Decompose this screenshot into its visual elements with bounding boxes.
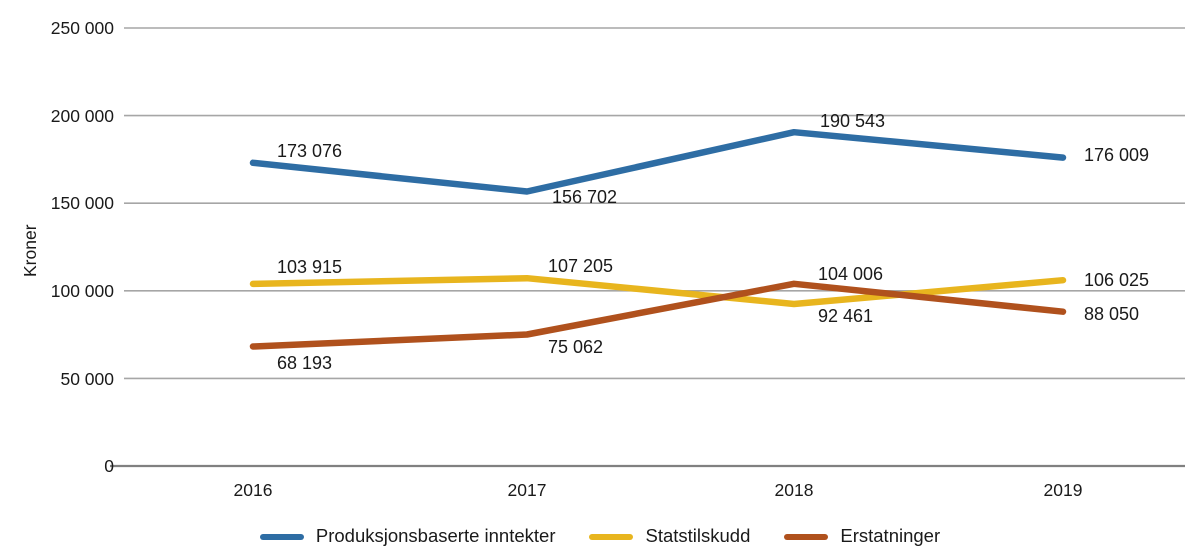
series-line-statstilskudd xyxy=(249,274,1067,308)
data-label-produksjon-2018: 190 543 xyxy=(820,111,886,131)
data-label-statstilskudd-2016: 103 915 xyxy=(277,257,343,277)
y-tick-label-100000: 100 000 xyxy=(50,281,114,301)
data-label-produksjon-2019: 176 009 xyxy=(1084,145,1150,165)
y-tick-label-200000: 200 000 xyxy=(50,106,114,126)
data-label-statstilskudd-2018: 92 461 xyxy=(818,306,874,326)
x-tick-label-2016: 2016 xyxy=(233,480,273,500)
legend-swatch-icon-produksjonsbaserte-inntekter xyxy=(259,533,304,540)
legend-item-erstatninger[interactable]: Erstatninger xyxy=(784,527,940,546)
series-lines xyxy=(249,128,1067,350)
data-label-erstatninger-2017: 75 062 xyxy=(548,337,604,357)
data-label-erstatninger-2016: 68 193 xyxy=(277,353,333,373)
y-tick-label-0: 0 xyxy=(104,456,114,476)
data-label-erstatninger-2018: 104 006 xyxy=(818,264,884,284)
y-axis-title: Kroner xyxy=(20,224,40,277)
series-line-erstatninger xyxy=(249,280,1067,350)
legend-item-statstilskudd[interactable]: Statstilskudd xyxy=(589,527,750,546)
y-tick-label-250000: 250 000 xyxy=(50,18,114,38)
chart-legend: Produksjonsbaserte inntekter Statstilsku… xyxy=(0,515,1200,558)
legend-label-produksjonsbaserte-inntekter: Produksjonsbaserte inntekter xyxy=(315,525,556,547)
x-tick-label-2019: 2019 xyxy=(1043,480,1083,500)
x-tick-label-2017: 2017 xyxy=(507,480,547,500)
y-tick-label-150000: 150 000 xyxy=(50,193,114,213)
legend-swatch-icon-erstatninger xyxy=(784,533,829,540)
data-label-erstatninger-2019: 88 050 xyxy=(1084,304,1140,324)
series-line-produksjonsbaserte-inntekter xyxy=(249,128,1067,195)
gridlines xyxy=(110,27,1185,468)
legend-label-erstatninger: Erstatninger xyxy=(840,525,941,547)
legend-swatch-icon-statstilskudd xyxy=(589,533,634,540)
data-label-produksjon-2017: 156 702 xyxy=(552,187,618,207)
data-label-produksjon-2016: 173 076 xyxy=(277,141,343,161)
legend-item-produksjonsbaserte-inntekter[interactable]: Produksjonsbaserte inntekter xyxy=(259,525,556,547)
y-tick-label-50000: 50 000 xyxy=(60,369,114,389)
data-label-statstilskudd-2019: 106 025 xyxy=(1084,270,1150,290)
x-tick-label-2018: 2018 xyxy=(774,480,814,500)
data-label-statstilskudd-2017: 107 205 xyxy=(548,256,614,276)
legend-label-statstilskudd: Statstilskudd xyxy=(645,525,751,547)
